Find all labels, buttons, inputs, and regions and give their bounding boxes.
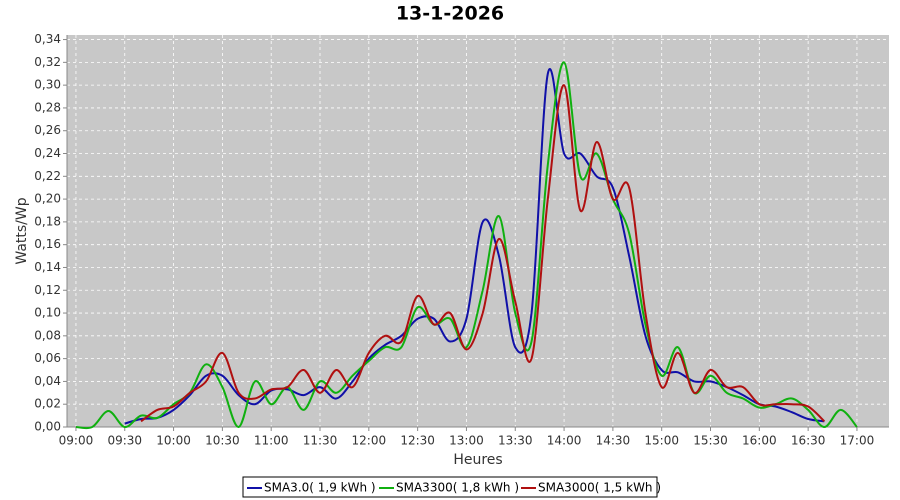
y-tick-label: 0,06 <box>34 351 61 365</box>
x-tick-label: 09:30 <box>107 434 142 448</box>
y-tick-label: 0,04 <box>34 374 61 388</box>
y-axis-title: Watts/Wp <box>14 197 30 264</box>
y-tick-label: 0,32 <box>34 55 61 69</box>
y-tick-label: 0,00 <box>34 420 61 434</box>
series-line <box>140 84 826 423</box>
x-tick-label: 17:00 <box>840 434 875 448</box>
x-tick-label: 10:30 <box>205 434 240 448</box>
legend <box>242 476 658 498</box>
y-tick-label: 0,34 <box>34 32 61 46</box>
x-tick-label: 12:00 <box>352 434 387 448</box>
x-tick-label: 11:00 <box>254 434 289 448</box>
x-tick-label: 15:00 <box>644 434 679 448</box>
y-tick-label: 0,02 <box>34 397 61 411</box>
x-axis-title: Heures <box>453 452 502 468</box>
x-tick-label: 14:00 <box>547 434 582 448</box>
x-tick-label: 14:30 <box>596 434 631 448</box>
y-tick-label: 0,18 <box>34 214 61 228</box>
x-tick-label: 12:30 <box>400 434 435 448</box>
x-tick-label: 10:00 <box>156 434 191 448</box>
x-tick-label: 13:30 <box>498 434 533 448</box>
x-tick-label: 16:30 <box>791 434 826 448</box>
y-tick-label: 0,12 <box>34 283 61 297</box>
y-tick-label: 0,10 <box>34 306 61 320</box>
legend-label: SMA3000( 1,5 kWh ) <box>538 481 661 495</box>
x-tick-label: 16:00 <box>742 434 777 448</box>
y-tick-label: 0,28 <box>34 100 61 114</box>
y-tick-label: 0,14 <box>34 260 61 274</box>
x-tick-label: 09:00 <box>59 434 94 448</box>
x-tick-label: 15:30 <box>693 434 728 448</box>
legend-label: SMA3.0( 1,9 kWh ) <box>264 481 376 495</box>
y-tick-label: 0,08 <box>34 328 61 342</box>
y-tick-label: 0,22 <box>34 169 61 183</box>
y-tick-label: 0,20 <box>34 192 61 206</box>
y-tick-label: 0,26 <box>34 123 61 137</box>
chart-title: 13-1-2026 <box>396 3 504 25</box>
series-line <box>75 61 858 430</box>
legend-label: SMA3300( 1,8 kWh ) <box>396 481 519 495</box>
x-tick-label: 11:30 <box>303 434 338 448</box>
y-tick-label: 0,24 <box>34 146 61 160</box>
y-tick-label: 0,30 <box>34 78 61 92</box>
y-tick-label: 0,16 <box>34 237 61 251</box>
x-tick-label: 13:00 <box>449 434 484 448</box>
plot-area <box>67 35 889 427</box>
